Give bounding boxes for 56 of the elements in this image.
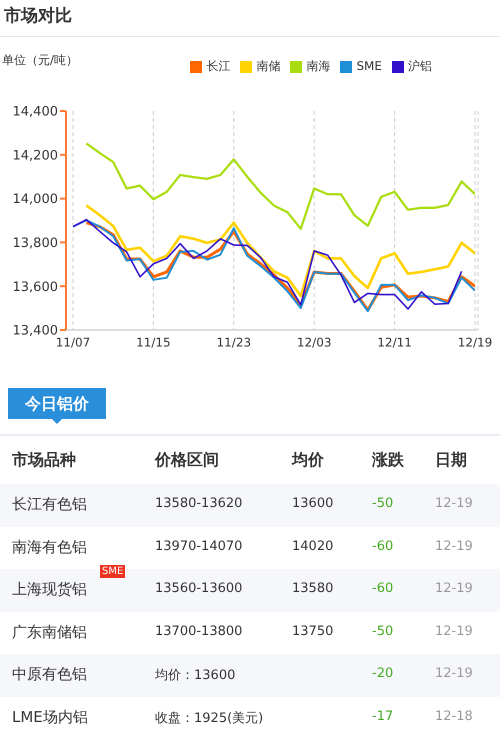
text: 12-19 — [435, 581, 473, 596]
x-tick-label: 11/23 — [216, 336, 252, 350]
text: 均价：13600 — [155, 668, 236, 683]
text: -60 — [372, 538, 394, 554]
y-tick-label: 13,800 — [12, 236, 58, 252]
legend-label: 长江 — [206, 59, 230, 73]
category-label: 中原有色铝 — [12, 665, 87, 683]
text: 12-19 — [435, 624, 473, 638]
category-label: 上海现货铝 — [12, 580, 87, 598]
text: 12-19 — [435, 666, 473, 681]
legend-label: 沪铝 — [408, 59, 432, 73]
x-tick-label: 12/03 — [296, 336, 332, 350]
y-tick-label: 14,200 — [12, 148, 58, 164]
text: 14020 — [292, 538, 334, 554]
text: -50 — [372, 624, 394, 638]
text: -50 — [372, 496, 394, 511]
x-tick-label: 11/07 — [56, 336, 90, 350]
text: 13580 — [292, 581, 334, 596]
line-series — [85, 204, 475, 298]
category-label: 日期 — [435, 450, 467, 471]
text: -17 — [372, 708, 394, 724]
text: 收盘：1925(美元) — [155, 710, 264, 726]
category-label: 均价 — [292, 450, 324, 471]
text: 13560-13600 — [155, 581, 242, 596]
tab-label: 今日铝价 — [8, 388, 106, 419]
y-tick-label: 14,400 — [12, 104, 58, 120]
category-label: LME场内铝 — [12, 708, 88, 726]
x-tick-label: 12/19 — [458, 336, 492, 350]
legend-label: SME — [356, 59, 382, 73]
text: -20 — [372, 666, 394, 681]
category-label: 长江有色铝 — [12, 495, 87, 513]
legend-label: 南海 — [306, 59, 330, 73]
y-tick-label: 13,600 — [12, 280, 58, 295]
line-series — [85, 142, 475, 230]
category-label: 广东南储铝 — [12, 622, 87, 640]
category-label: 涨跌 — [372, 450, 404, 471]
category-label: 市场品种 — [12, 450, 76, 471]
y-tick-label: 13,400 — [12, 324, 58, 339]
text: 13600 — [292, 496, 334, 511]
text: -60 — [372, 581, 394, 596]
y-axis-title: 单位（元/吨） — [2, 52, 78, 69]
text: 13580-13620 — [155, 496, 242, 511]
category-label: 价格区间 — [155, 450, 219, 471]
y-tick-label: 14,000 — [12, 192, 58, 208]
text: 13700-13800 — [155, 624, 242, 638]
legend-label: 南储 — [256, 59, 280, 73]
text: SME — [100, 565, 126, 578]
category-label: 南海有色铝 — [12, 538, 87, 556]
text: 12-19 — [435, 496, 473, 511]
x-tick-label: 12/11 — [377, 336, 412, 350]
text: 13750 — [292, 624, 334, 638]
text: 13970-14070 — [155, 538, 242, 554]
text: 12-19 — [435, 538, 473, 554]
text: 12-18 — [435, 708, 473, 724]
x-tick-label: 11/15 — [136, 336, 171, 350]
chart-title: 市场对比 — [4, 5, 72, 27]
